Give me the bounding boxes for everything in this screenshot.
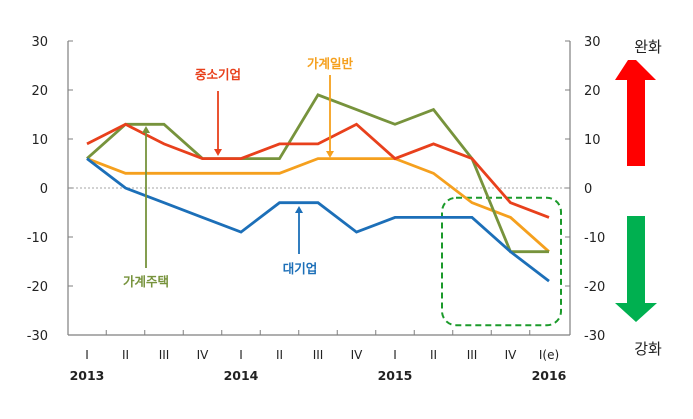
y-tick-label-left: 10 bbox=[31, 133, 48, 148]
series-line-대기업 bbox=[86, 157, 550, 283]
series-line-중소기업 bbox=[86, 122, 550, 219]
year-label: 2015 bbox=[378, 368, 413, 383]
year-label: 2014 bbox=[224, 368, 259, 383]
x-tick-label: III bbox=[467, 348, 478, 362]
y-tick-label-left: -20 bbox=[27, 280, 48, 295]
series-line-가계일반 bbox=[86, 157, 550, 253]
x-tick-label: I bbox=[85, 348, 89, 362]
y-tick-label-right: 30 bbox=[584, 35, 601, 50]
year-label: 2016 bbox=[532, 368, 567, 383]
label-large-firm: 대기업 bbox=[283, 261, 318, 276]
x-tick-label: IV bbox=[505, 348, 518, 362]
label-household-general: 가계일반 bbox=[307, 56, 354, 71]
y-tick-label-left: -30 bbox=[27, 329, 48, 344]
series-lines bbox=[86, 93, 550, 283]
year-label: 2013 bbox=[70, 368, 105, 383]
y-tick-label-right: -10 bbox=[584, 231, 605, 246]
arrow-large-firm-head bbox=[295, 206, 303, 213]
y-tick-label-right: 20 bbox=[584, 84, 601, 99]
label-easing: 완화 bbox=[634, 38, 662, 56]
x-tick-label: III bbox=[159, 348, 170, 362]
x-tick-label: IV bbox=[351, 348, 364, 362]
x-tick-label: I(e) bbox=[539, 348, 559, 362]
x-tick-label: I bbox=[393, 348, 397, 362]
x-tick-label: IV bbox=[197, 348, 210, 362]
label-tightening: 강화 bbox=[634, 340, 662, 358]
label-sme: 중소기업 bbox=[195, 67, 241, 82]
x-tick-label: II bbox=[430, 348, 437, 362]
label-household-housing: 가계주택 bbox=[123, 274, 169, 289]
arrow-down-icon bbox=[615, 216, 657, 322]
arrow-up-icon bbox=[615, 60, 656, 166]
arrow-household-general-head bbox=[326, 151, 334, 158]
x-tick-label: III bbox=[313, 348, 324, 362]
x-tick-label: II bbox=[276, 348, 283, 362]
x-tick-label: II bbox=[122, 348, 129, 362]
y-tick-label-left: 30 bbox=[31, 35, 48, 50]
highlight-box-rect bbox=[441, 196, 562, 327]
y-tick-label-left: 20 bbox=[31, 84, 48, 99]
y-tick-label-right: 0 bbox=[584, 182, 592, 197]
y-tick-label-left: 0 bbox=[40, 182, 48, 197]
y-tick-label-right: -30 bbox=[584, 329, 605, 344]
x-tick-label: I bbox=[239, 348, 243, 362]
y-tick-label-left: -10 bbox=[27, 231, 48, 246]
highlight-box bbox=[441, 196, 562, 327]
arrow-household-housing-head bbox=[142, 126, 150, 133]
y-tick-label-right: -20 bbox=[584, 280, 605, 295]
arrow-sme-head bbox=[214, 149, 222, 156]
y-tick-label-right: 10 bbox=[584, 133, 601, 148]
